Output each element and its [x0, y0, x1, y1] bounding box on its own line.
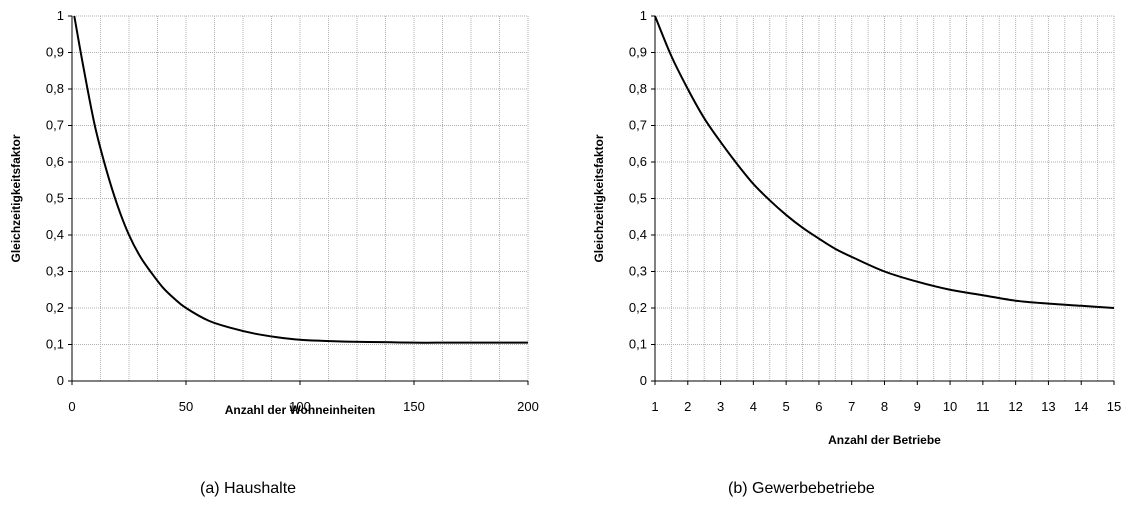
x-tick-label: 12 [1008, 399, 1022, 414]
x-tick-label: 200 [517, 399, 539, 414]
x-tick-label: 100 [289, 399, 311, 414]
y-tick-label: 0,6 [46, 154, 64, 169]
y-axis-title: Gleichzeitigkeitsfaktor [592, 134, 606, 262]
y-tick-label: 0,8 [629, 81, 647, 96]
x-tick-label: 9 [914, 399, 921, 414]
chart-haushalte: 0 0,1 0,2 0,3 0,4 0,5 0,6 0,7 0,8 0,9 1 0 50 100 150 20… [9, 8, 539, 417]
y-tick-label: 0,4 [46, 227, 64, 242]
x-tick-label: 5 [783, 399, 790, 414]
y-tick-label: 0,7 [46, 118, 64, 133]
y-tick-label: 0,3 [629, 264, 647, 279]
x-tick-label: 8 [881, 399, 888, 414]
y-tick-label: 0,3 [46, 264, 64, 279]
series-line [654, 15, 1115, 309]
x-tick-label: 50 [179, 399, 193, 414]
chart-gewerbebetriebe: 00,10,20,30,40,50,60,70,80,911 2 3 4 5 6 7 8 9 10… [592, 8, 1121, 447]
y-tick-label: 0,7 [629, 118, 647, 133]
x-tick-label: 11 [976, 399, 990, 414]
x-tick-label: 4 [750, 399, 757, 414]
caption-haushalte: (a) Haushalte [200, 480, 297, 497]
y-tick-label: 0,9 [629, 45, 647, 60]
y-tick-label: 0,5 [46, 191, 64, 206]
y-tick-label: 0,2 [629, 300, 647, 315]
y-tick-label: 0,1 [46, 337, 64, 352]
y-tick-label: 1 [640, 8, 647, 23]
x-tick-label: 13 [1041, 399, 1055, 414]
y-tick-label: 0,6 [629, 154, 647, 169]
y-tick-label: 0 [57, 373, 64, 388]
y-tick-label: 1 [57, 8, 64, 23]
y-tick-label: 0,1 [629, 337, 647, 352]
caption-gewerbebetriebe: (b) Gewerbebetriebe [728, 480, 875, 497]
y-tick-label: 0,9 [46, 45, 64, 60]
x-tick-label: 15 [1107, 399, 1121, 414]
x-axis-title: Anzahl der Wohneinheiten [225, 403, 375, 417]
y-tick-label: 0,8 [46, 81, 64, 96]
x-tick-label: 6 [815, 399, 822, 414]
y-tick-label: 0,2 [46, 300, 64, 315]
series-line [73, 15, 528, 344]
x-axis-title: Anzahl der Betriebe [828, 433, 941, 447]
y-axis-title: Gleichzeitigkeitsfaktor [9, 134, 23, 262]
x-tick-label: 2 [684, 399, 691, 414]
x-tick-label: 10 [943, 399, 957, 414]
x-tick-label: 0 [68, 399, 75, 414]
y-tick-label: 0 [640, 373, 647, 388]
x-tick-label: 1 [651, 399, 658, 414]
x-tick-label: 150 [403, 399, 425, 414]
x-tick-label: 7 [848, 399, 855, 414]
x-tick-label: 14 [1074, 399, 1088, 414]
y-tick-label: 0,4 [629, 227, 647, 242]
x-tick-label: 3 [717, 399, 724, 414]
y-tick-label: 0,5 [629, 191, 647, 206]
